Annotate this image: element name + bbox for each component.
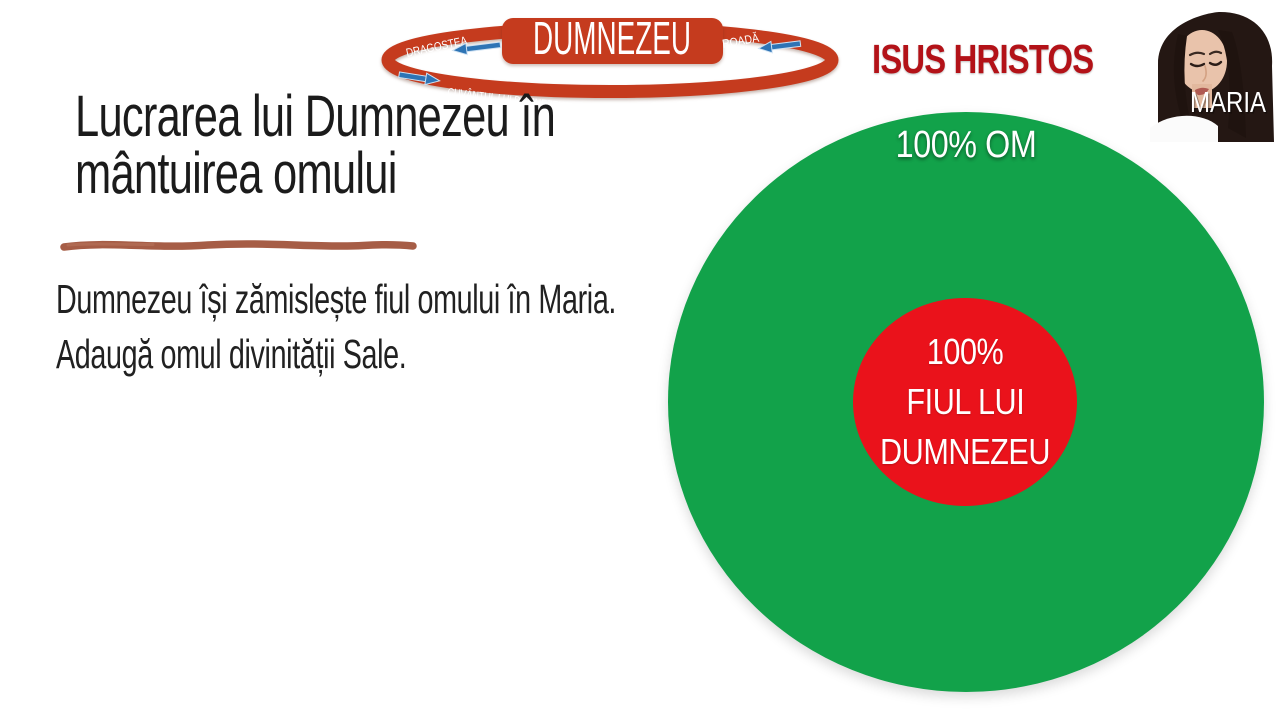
right-eye-closed [1208, 60, 1223, 66]
roada-label: ROADĂ [721, 30, 760, 51]
underline-highlight [66, 242, 155, 247]
maria-photo: MARIA MARIA [1150, 6, 1280, 142]
slide-title: Lucrarea lui Dumnezeu în mântuirea omulu… [75, 84, 556, 206]
inner-line-2: FIUL LUI [906, 381, 1024, 422]
arrow-right-icon [757, 40, 802, 54]
body-line-2: Adaugă omul divinității Sale. [56, 331, 407, 377]
maria-caption-shadow: MARIA [1192, 89, 1269, 121]
isus-hristos-label: ISUS HRISTOS [872, 36, 1094, 82]
dumnezeu-pill [502, 18, 723, 64]
left-eyebrow [1188, 51, 1206, 57]
lips [1195, 87, 1209, 96]
right-eyebrow [1208, 50, 1223, 56]
body-line-1: Dumnezeu își zămislește fiul omului în M… [56, 276, 617, 322]
hair-strand-left [1173, 34, 1192, 128]
om-circle-label: 100% OM [895, 124, 1037, 166]
arrow-bottom-icon [398, 71, 441, 86]
title-underline [60, 240, 417, 251]
left-eye-closed [1189, 62, 1206, 68]
fiul-lui-dumnezeu-circle: 100% FIUL LUI DUMNEZEU [853, 298, 1077, 506]
inner-line-3: DUMNEZEU [880, 431, 1050, 472]
om-circle: 100% OM 100% FIUL LUI DUMNEZEU [668, 112, 1264, 692]
arrow-left-icon [451, 41, 502, 56]
maria-caption: MARIA [1190, 87, 1267, 119]
title-line-2: mântuirea omului [75, 141, 397, 206]
inner-line-1: 100% [926, 331, 1004, 372]
shirt [1150, 115, 1218, 142]
face [1177, 30, 1227, 92]
god-cycle-diagram: DUMNEZEU DRAGOSTEA ROADĂ CUVÂNTUL LUI DU… [381, 12, 839, 112]
body-text: Dumnezeu își zămislește fiul omului în M… [56, 272, 616, 382]
dumnezeu-label: DUMNEZEU [533, 12, 691, 64]
title-line-1: Lucrarea lui Dumnezeu în [75, 84, 556, 149]
nose [1202, 65, 1207, 82]
hair-strand-right [1218, 30, 1246, 138]
